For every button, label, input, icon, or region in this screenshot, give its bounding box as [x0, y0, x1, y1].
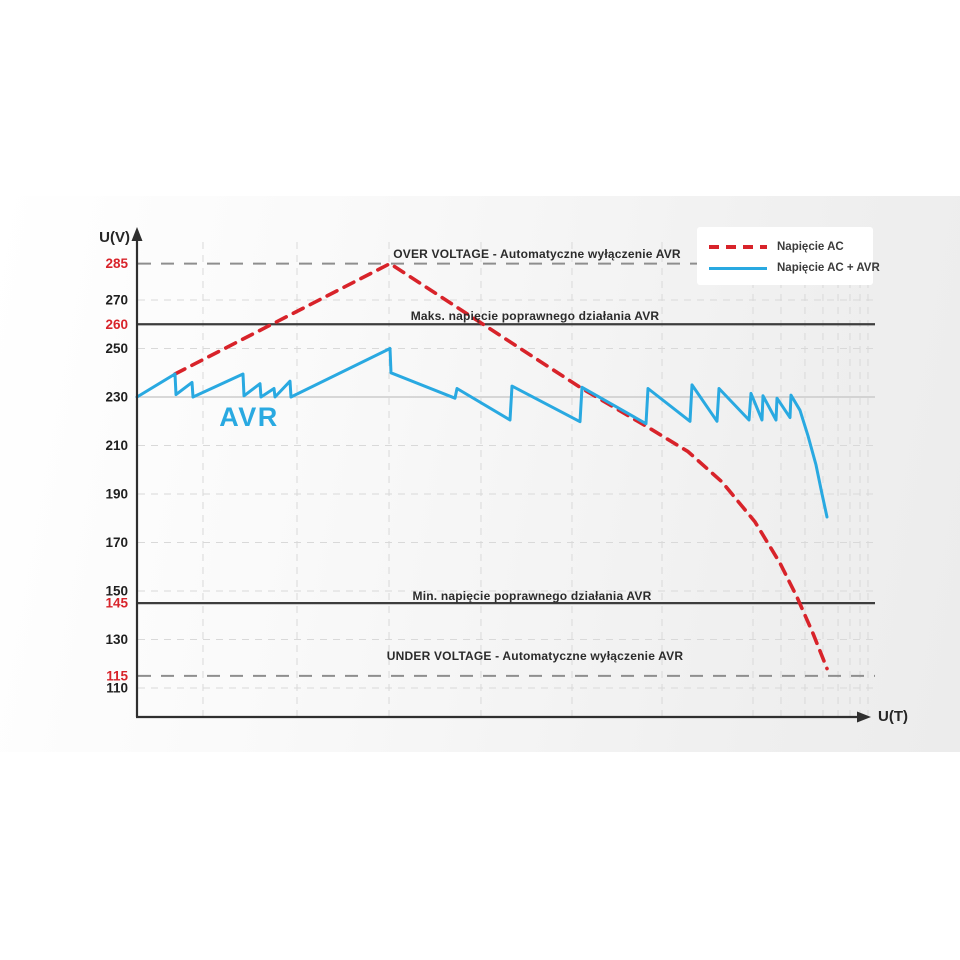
max-avr-voltage-label: Maks. napięcie poprawnego działania AVR: [410, 309, 660, 323]
legend-line-ac-dashed-icon: [709, 245, 767, 249]
y-tick-label: 145: [105, 596, 128, 611]
y-tick-label: 190: [105, 487, 128, 502]
legend-item-ac-avr: Napięcie AC + AVR: [709, 260, 880, 276]
y-tick-label: 210: [105, 438, 128, 453]
legend-label-ac-avr: Napięcie AC + AVR: [777, 262, 880, 274]
x-axis-arrow-icon: [857, 711, 871, 723]
legend-item-ac: Napięcie AC: [709, 239, 861, 255]
y-tick-label: 250: [105, 341, 128, 356]
chart-background-band: [0, 196, 960, 752]
legend-line-ac-avr-solid-icon: [709, 266, 767, 270]
series-line-napiecie-ac-avr: [135, 347, 829, 519]
under-voltage-label: UNDER VOLTAGE - Automatyczne wyłączenie …: [386, 649, 684, 663]
x-axis-label: U(T): [878, 708, 908, 725]
series-line-napiecie-ac: [173, 261, 829, 671]
y-tick-label: 150: [105, 584, 128, 599]
y-tick-label: 110: [106, 681, 128, 696]
y-tick-label: 115: [106, 668, 128, 683]
y-axis-arrow-icon: [131, 227, 143, 241]
y-tick-label: 285: [105, 256, 128, 271]
y-tick-label: 270: [105, 293, 128, 308]
over-voltage-label: OVER VOLTAGE - Automatyczne wyłączenie A…: [393, 247, 681, 261]
avr-annotation: AVR: [219, 402, 279, 432]
y-tick-label: 260: [105, 317, 128, 332]
y-tick-label: 130: [105, 632, 128, 647]
y-tick-label: 170: [105, 535, 128, 550]
y-tick-label: 230: [105, 390, 128, 405]
y-axis-label: U(V): [99, 229, 130, 246]
legend: Napięcie AC Napięcie AC + AVR: [697, 227, 880, 285]
min-avr-voltage-label: Min. napięcie poprawnego działania AVR: [412, 589, 652, 603]
legend-label-ac: Napięcie AC: [777, 241, 844, 253]
